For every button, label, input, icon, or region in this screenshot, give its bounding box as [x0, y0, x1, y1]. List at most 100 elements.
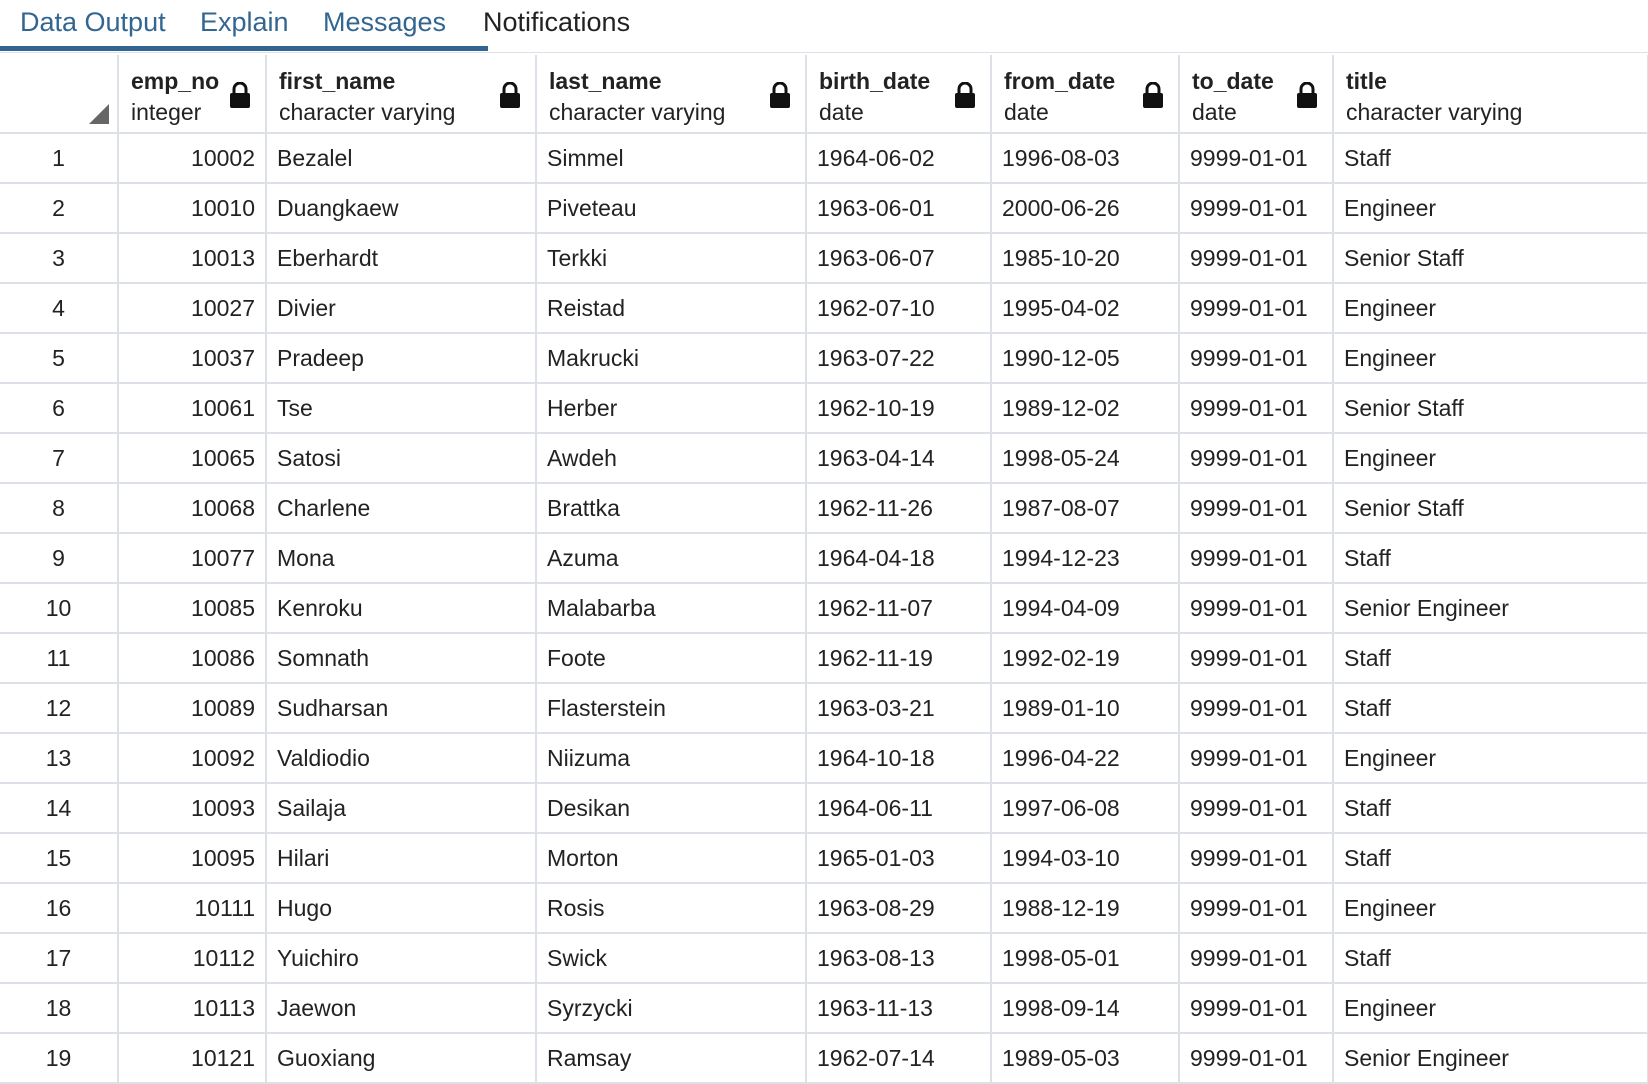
- cell-title[interactable]: Engineer: [1333, 283, 1648, 334]
- cell-emp-no[interactable]: 10111: [118, 883, 267, 934]
- cell-title[interactable]: Staff: [1333, 633, 1648, 684]
- cell-title[interactable]: Staff: [1333, 533, 1648, 584]
- cell-title[interactable]: Engineer: [1333, 433, 1648, 484]
- cell-first-name[interactable]: Divier: [266, 283, 537, 334]
- cell-to-date[interactable]: 9999-01-01: [1179, 1033, 1334, 1084]
- column-header-to-date[interactable]: to_date date: [1179, 55, 1334, 134]
- cell-emp-no[interactable]: 10121: [118, 1033, 267, 1084]
- cell-first-name[interactable]: Sudharsan: [266, 683, 537, 734]
- cell-from-date[interactable]: 1995-04-02: [991, 283, 1180, 334]
- table-row[interactable]: 6 10061 Tse Herber 1962-10-19 1989-12-02 9999-…: [0, 383, 1648, 434]
- table-row[interactable]: 8 10068 Charlene Brattka 1962-11-26 1987-08-0…: [0, 483, 1648, 534]
- cell-to-date[interactable]: 9999-01-01: [1179, 533, 1334, 584]
- cell-to-date[interactable]: 9999-01-01: [1179, 133, 1334, 184]
- cell-emp-no[interactable]: 10092: [118, 733, 267, 784]
- cell-emp-no[interactable]: 10085: [118, 583, 267, 634]
- cell-to-date[interactable]: 9999-01-01: [1179, 383, 1334, 434]
- row-number[interactable]: 1: [0, 133, 119, 184]
- cell-first-name[interactable]: Hugo: [266, 883, 537, 934]
- row-number[interactable]: 15: [0, 833, 119, 884]
- cell-to-date[interactable]: 9999-01-01: [1179, 433, 1334, 484]
- cell-from-date[interactable]: 2000-06-26: [991, 183, 1180, 234]
- cell-emp-no[interactable]: 10113: [118, 983, 267, 1034]
- cell-from-date[interactable]: 1989-01-10: [991, 683, 1180, 734]
- cell-title[interactable]: Staff: [1333, 833, 1648, 884]
- cell-first-name[interactable]: Satosi: [266, 433, 537, 484]
- cell-from-date[interactable]: 1990-12-05: [991, 333, 1180, 384]
- cell-birth-date[interactable]: 1963-08-29: [806, 883, 992, 934]
- cell-to-date[interactable]: 9999-01-01: [1179, 583, 1334, 634]
- cell-last-name[interactable]: Rosis: [536, 883, 807, 934]
- column-header-birth-date[interactable]: birth_date date: [806, 55, 992, 134]
- cell-to-date[interactable]: 9999-01-01: [1179, 983, 1334, 1034]
- cell-from-date[interactable]: 1998-05-24: [991, 433, 1180, 484]
- row-number[interactable]: 12: [0, 683, 119, 734]
- cell-emp-no[interactable]: 10089: [118, 683, 267, 734]
- cell-first-name[interactable]: Mona: [266, 533, 537, 584]
- cell-first-name[interactable]: Kenroku: [266, 583, 537, 634]
- cell-title[interactable]: Staff: [1333, 933, 1648, 984]
- cell-from-date[interactable]: 1992-02-19: [991, 633, 1180, 684]
- cell-from-date[interactable]: 1996-04-22: [991, 733, 1180, 784]
- table-row[interactable]: 16 10111 Hugo Rosis 1963-08-29 1988-12-19 9999…: [0, 883, 1648, 934]
- cell-birth-date[interactable]: 1963-03-21: [806, 683, 992, 734]
- table-row[interactable]: 12 10089 Sudharsan Flasterstein 1963-03-21 19…: [0, 683, 1648, 734]
- cell-title[interactable]: Engineer: [1333, 183, 1648, 234]
- table-row[interactable]: 1 10002 Bezalel Simmel 1964-06-02 1996-08-03 9…: [0, 133, 1648, 184]
- cell-last-name[interactable]: Flasterstein: [536, 683, 807, 734]
- row-number[interactable]: 13: [0, 733, 119, 784]
- cell-first-name[interactable]: Somnath: [266, 633, 537, 684]
- column-header-from-date[interactable]: from_date date: [991, 55, 1180, 134]
- cell-birth-date[interactable]: 1963-07-22: [806, 333, 992, 384]
- cell-birth-date[interactable]: 1965-01-03: [806, 833, 992, 884]
- cell-emp-no[interactable]: 10061: [118, 383, 267, 434]
- cell-first-name[interactable]: Bezalel: [266, 133, 537, 184]
- table-row[interactable]: 11 10086 Somnath Foote 1962-11-19 1992-02-19 9…: [0, 633, 1648, 684]
- select-all-corner[interactable]: [0, 55, 119, 134]
- table-row[interactable]: 18 10113 Jaewon Syrzycki 1963-11-13 1998-09-1…: [0, 983, 1648, 1034]
- cell-title[interactable]: Staff: [1333, 783, 1648, 834]
- cell-emp-no[interactable]: 10002: [118, 133, 267, 184]
- tab-data-output[interactable]: Data Output: [20, 7, 166, 37]
- cell-emp-no[interactable]: 10077: [118, 533, 267, 584]
- cell-birth-date[interactable]: 1964-04-18: [806, 533, 992, 584]
- cell-last-name[interactable]: Morton: [536, 833, 807, 884]
- cell-to-date[interactable]: 9999-01-01: [1179, 733, 1334, 784]
- cell-title[interactable]: Engineer: [1333, 333, 1648, 384]
- cell-emp-no[interactable]: 10112: [118, 933, 267, 984]
- tab-explain[interactable]: Explain: [200, 7, 289, 37]
- table-row[interactable]: 17 10112 Yuichiro Swick 1963-08-13 1998-05-01…: [0, 933, 1648, 984]
- table-row[interactable]: 15 10095 Hilari Morton 1965-01-03 1994-03-10 9…: [0, 833, 1648, 884]
- cell-emp-no[interactable]: 10068: [118, 483, 267, 534]
- cell-to-date[interactable]: 9999-01-01: [1179, 783, 1334, 834]
- cell-from-date[interactable]: 1997-06-08: [991, 783, 1180, 834]
- cell-last-name[interactable]: Ramsay: [536, 1033, 807, 1084]
- cell-from-date[interactable]: 1994-04-09: [991, 583, 1180, 634]
- cell-birth-date[interactable]: 1962-11-07: [806, 583, 992, 634]
- cell-first-name[interactable]: Jaewon: [266, 983, 537, 1034]
- cell-to-date[interactable]: 9999-01-01: [1179, 633, 1334, 684]
- cell-first-name[interactable]: Sailaja: [266, 783, 537, 834]
- cell-to-date[interactable]: 9999-01-01: [1179, 233, 1334, 284]
- cell-title[interactable]: Staff: [1333, 133, 1648, 184]
- cell-from-date[interactable]: 1989-12-02: [991, 383, 1180, 434]
- cell-first-name[interactable]: Yuichiro: [266, 933, 537, 984]
- cell-title[interactable]: Engineer: [1333, 983, 1648, 1034]
- table-row[interactable]: 3 10013 Eberhardt Terkki 1963-06-07 1985-10-2…: [0, 233, 1648, 284]
- cell-birth-date[interactable]: 1963-08-13: [806, 933, 992, 984]
- cell-last-name[interactable]: Awdeh: [536, 433, 807, 484]
- cell-title[interactable]: Senior Staff: [1333, 233, 1648, 284]
- cell-to-date[interactable]: 9999-01-01: [1179, 883, 1334, 934]
- cell-emp-no[interactable]: 10095: [118, 833, 267, 884]
- cell-emp-no[interactable]: 10093: [118, 783, 267, 834]
- cell-first-name[interactable]: Pradeep: [266, 333, 537, 384]
- cell-last-name[interactable]: Malabarba: [536, 583, 807, 634]
- cell-title[interactable]: Senior Staff: [1333, 483, 1648, 534]
- cell-last-name[interactable]: Swick: [536, 933, 807, 984]
- cell-title[interactable]: Senior Staff: [1333, 383, 1648, 434]
- table-row[interactable]: 5 10037 Pradeep Makrucki 1963-07-22 1990-12-0…: [0, 333, 1648, 384]
- row-number[interactable]: 5: [0, 333, 119, 384]
- cell-first-name[interactable]: Guoxiang: [266, 1033, 537, 1084]
- cell-from-date[interactable]: 1988-12-19: [991, 883, 1180, 934]
- cell-from-date[interactable]: 1998-05-01: [991, 933, 1180, 984]
